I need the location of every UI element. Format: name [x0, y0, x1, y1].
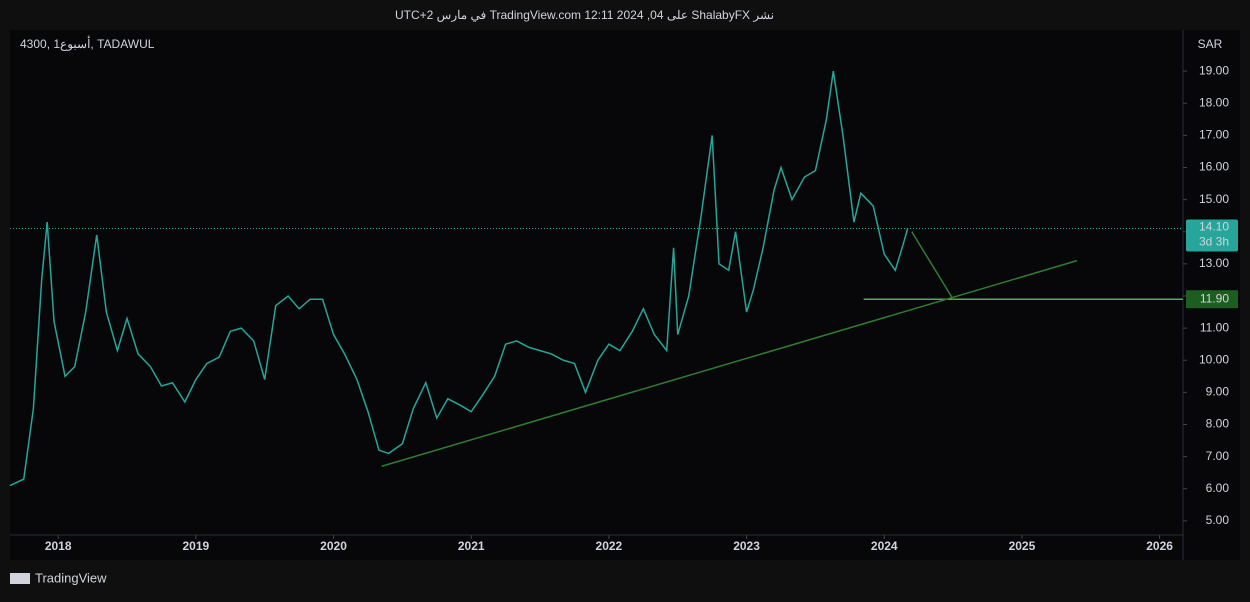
y-tick-label: 6.00: [1206, 481, 1230, 495]
symbol: 4300, 1أسبوع, TADAWUL: [20, 36, 155, 51]
x-tick-label: 2021: [458, 539, 485, 553]
y-tick-label: 8.00: [1206, 417, 1230, 431]
x-tick-label: 2020: [320, 539, 347, 553]
footer: TradingView: [35, 570, 107, 585]
y-tick-label: 7.00: [1206, 449, 1230, 463]
last-price-label: 14.10: [1199, 220, 1229, 234]
logo-icon: [10, 573, 30, 584]
x-tick-label: 2025: [1009, 539, 1036, 553]
trendline: [381, 259, 1078, 467]
currency: SAR: [1198, 37, 1223, 51]
y-tick-label: 9.00: [1206, 385, 1230, 399]
x-tick-label: 2024: [871, 539, 898, 553]
chart-panel: [10, 30, 1240, 560]
countdown: 3d 3h: [1199, 235, 1229, 249]
y-tick-label: 5.00: [1206, 513, 1230, 527]
y-tick-label: 19.00: [1199, 63, 1229, 77]
x-tick-label: 2022: [596, 539, 623, 553]
price-line: [9, 71, 909, 487]
header: نشر ShalabyFX على TradingView.com 12:11 …: [395, 8, 774, 22]
level-tag: [1186, 290, 1238, 309]
x-tick-label: 2026: [1146, 539, 1173, 553]
y-tick-label: 10.00: [1199, 352, 1229, 366]
y-tick-label: 16.00: [1199, 160, 1229, 174]
y-tick-label: 13.00: [1199, 256, 1229, 270]
y-tick-label: 17.00: [1199, 128, 1229, 142]
y-tick-label: 18.00: [1199, 95, 1229, 109]
logo: [10, 573, 30, 584]
x-tick-label: 2023: [733, 539, 760, 553]
x-tick-label: 2019: [183, 539, 210, 553]
last-price-tag: [1186, 219, 1238, 252]
trendline: [911, 231, 954, 300]
x-tick-label: 2018: [45, 539, 72, 553]
level-label: 11.90: [1200, 291, 1229, 305]
y-tick-label: 15.00: [1199, 192, 1229, 206]
y-tick-label: 11.00: [1200, 320, 1229, 334]
